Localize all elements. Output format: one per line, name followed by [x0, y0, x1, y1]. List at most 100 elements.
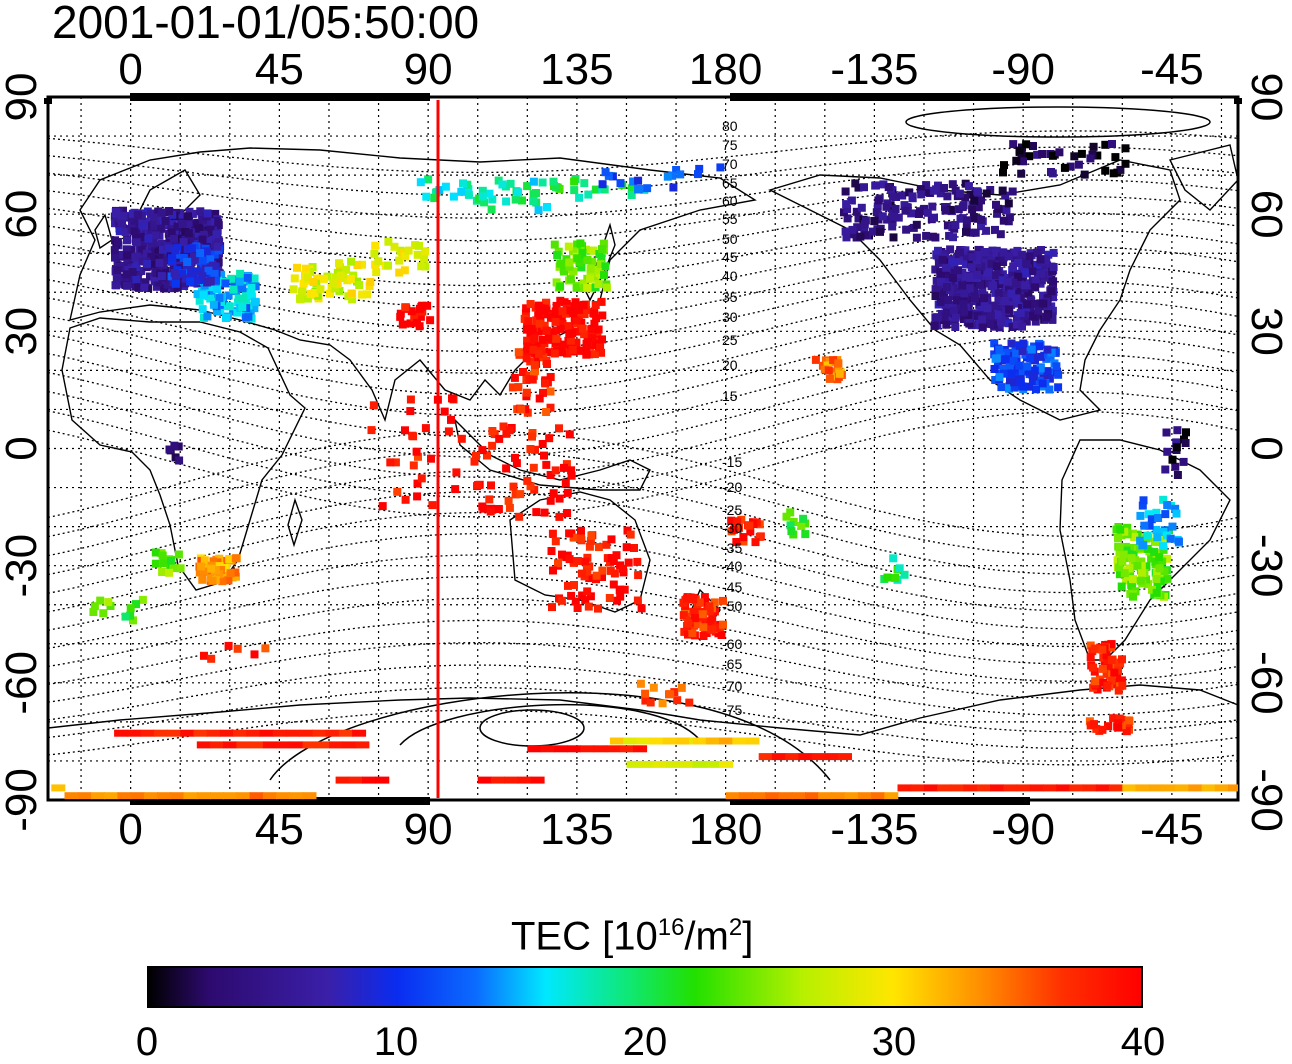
tec-cell [1025, 382, 1033, 391]
tec-cell [421, 247, 430, 256]
tec-cell [1089, 663, 1098, 672]
tec-cell [999, 365, 1008, 373]
indonesia-coast [453, 417, 651, 491]
mlat-contour [48, 212, 1238, 287]
tec-cell [146, 225, 155, 234]
tec-cell [130, 219, 139, 227]
tec-cell [940, 312, 949, 321]
mlat-contour [48, 642, 1238, 716]
tec-cell [1153, 582, 1162, 591]
tec-cell [302, 792, 317, 800]
tec-cell [1137, 562, 1146, 570]
tec-cell [948, 301, 957, 310]
tec-cell [342, 265, 351, 274]
tec-cell [204, 266, 213, 275]
tec-cell [213, 242, 222, 251]
tec-cell [957, 256, 966, 265]
tec-cell [1028, 370, 1037, 379]
tec-cell [608, 172, 617, 181]
tec-cell [998, 186, 1007, 195]
mlat-label: 75 [722, 137, 738, 153]
tec-cell [993, 257, 1002, 266]
tec-cell [375, 776, 390, 784]
tec-cell [141, 278, 150, 287]
tec-cell [955, 189, 964, 198]
tec-cell [247, 283, 256, 292]
tec-cell [684, 619, 693, 628]
tec-cell [982, 189, 991, 198]
tec-cell [669, 183, 678, 192]
mlat-contour [48, 410, 1238, 518]
tec-cell [236, 741, 251, 749]
tec-cell [531, 445, 539, 454]
tec-cell [1016, 378, 1025, 387]
tec-cell [499, 422, 508, 431]
tec-cell [942, 320, 951, 329]
tec-cell [188, 271, 197, 279]
tec-cell [353, 261, 362, 269]
tec-cell [104, 792, 119, 800]
tec-cell [564, 581, 572, 590]
tec-cell [206, 276, 215, 285]
tec-cell [315, 741, 330, 749]
tec-cell [555, 494, 564, 503]
mlat-contour [48, 162, 1238, 219]
tec-cell [430, 194, 439, 203]
tec-cell [426, 316, 435, 325]
tec-cell [238, 284, 247, 293]
tec-cell [1043, 367, 1052, 376]
tec-cell [961, 272, 970, 281]
tec-cell [329, 279, 338, 288]
tec-cell [876, 227, 884, 236]
tec-cell [883, 573, 892, 582]
tec-cell [1127, 580, 1136, 589]
tec-cell [558, 307, 567, 316]
tec-cell [347, 257, 356, 266]
tec-cell [123, 281, 132, 290]
tec-cell [478, 446, 487, 455]
lat-tick-label: 60 [1242, 190, 1291, 239]
tec-cell [572, 316, 581, 325]
tec-cell [1086, 641, 1095, 650]
tec-cell [569, 558, 578, 567]
tec-cell [557, 348, 566, 357]
tec-cell [931, 233, 940, 242]
tec-cell [262, 792, 277, 800]
tec-cell [1136, 511, 1145, 520]
tec-cell [164, 244, 173, 253]
tec-cell [112, 281, 121, 290]
tec-cell [1049, 293, 1057, 302]
tec-cell [535, 319, 544, 328]
tec-cell [214, 258, 223, 267]
lon-tick-label: 135 [540, 45, 613, 94]
tec-cell [598, 573, 606, 581]
tec-cell [570, 581, 578, 589]
tec-cell [534, 206, 543, 215]
tec-cell [363, 290, 371, 299]
tec-cell [187, 244, 196, 253]
tec-cell [157, 792, 172, 800]
tec-cell [128, 209, 137, 218]
tec-cell [1022, 140, 1031, 149]
tec-cell [1004, 252, 1013, 261]
tec-cell [1228, 784, 1238, 792]
tec-cell [634, 571, 643, 580]
longitude-ticks-bottom: 0 45 90 135 180 -135 -90 -45 [118, 805, 1203, 854]
tec-cell [541, 379, 550, 388]
tec-cell [1042, 354, 1051, 363]
tec-cell [976, 303, 985, 312]
tec-cell [517, 776, 532, 784]
tec-cell [121, 228, 130, 236]
tec-cell [117, 792, 132, 800]
tec-cell [797, 521, 806, 530]
tec-cell [504, 776, 519, 784]
tec-cell [955, 248, 964, 257]
tec-cell [165, 568, 174, 577]
tec-cell [1005, 361, 1014, 370]
tec-cell [1173, 426, 1182, 435]
tec-cell [1092, 724, 1101, 733]
tec-cell [679, 611, 688, 620]
tec-cell [558, 550, 566, 559]
greenland-coast [1168, 144, 1238, 211]
tec-cell [1147, 554, 1156, 563]
